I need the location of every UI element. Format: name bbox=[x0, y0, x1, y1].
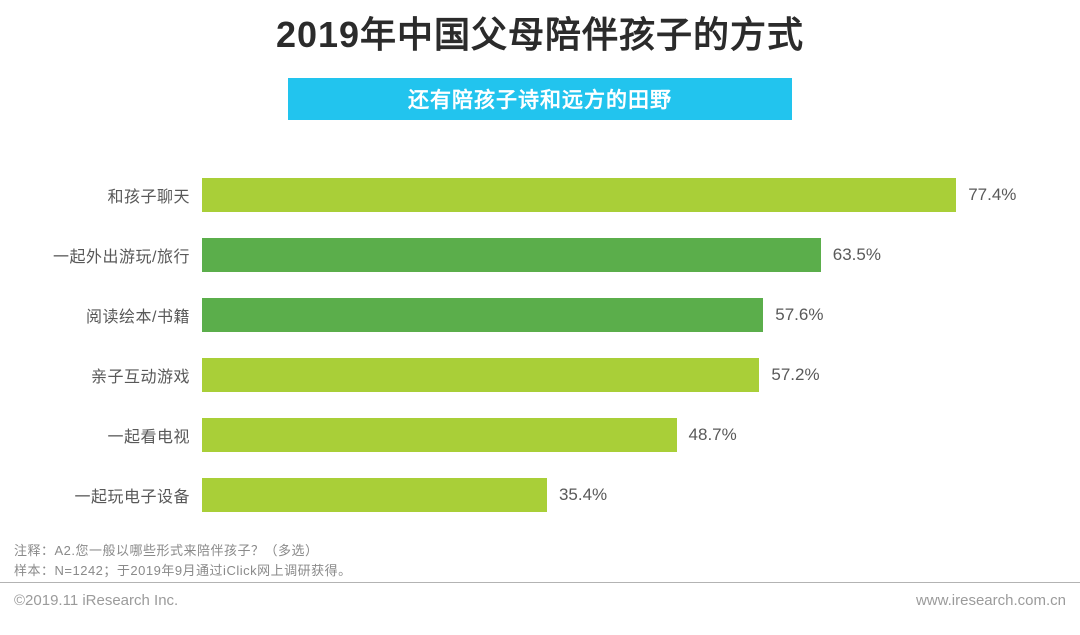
subtitle-banner: 还有陪孩子诗和远方的田野 bbox=[288, 78, 792, 120]
page-title: 2019年中国父母陪伴孩子的方式 bbox=[275, 14, 805, 55]
bar-row: 亲子互动游戏 57.2% bbox=[0, 358, 1080, 392]
bar-track: 77.4% bbox=[202, 178, 1040, 212]
bar-row: 和孩子聊天 77.4% bbox=[0, 178, 1080, 212]
bar bbox=[202, 178, 957, 212]
bar-chart: 和孩子聊天 77.4% 一起外出游玩/旅行 63.5% 阅读绘本/书籍 57.6% 亲子互动… bbox=[0, 178, 1080, 512]
bar bbox=[202, 298, 764, 332]
category-label: 亲子互动游戏 bbox=[90, 369, 190, 386]
value-label: 35.4% bbox=[558, 485, 608, 504]
category-label: 和孩子聊天 bbox=[107, 189, 190, 206]
subtitle-text: 还有陪孩子诗和远方的田野 bbox=[408, 89, 672, 112]
footer-divider bbox=[0, 582, 1080, 583]
bar bbox=[202, 478, 547, 512]
bar-row: 一起外出游玩/旅行 63.5% bbox=[0, 238, 1080, 272]
value-label: 57.2% bbox=[771, 365, 820, 384]
copyright-text: ©2019.11 iResearch Inc. bbox=[14, 592, 179, 609]
bar-track: 63.5% bbox=[202, 238, 1040, 272]
bar bbox=[202, 238, 821, 272]
bar-track: 35.4% bbox=[202, 478, 1040, 512]
value-label: 57.6% bbox=[775, 305, 824, 324]
note-sample: 样本：N=1242；于2019年9月通过iClick网上调研获得。 bbox=[14, 563, 352, 578]
bar-row: 一起看电视 48.7% bbox=[0, 418, 1080, 452]
website-url: www.iresearch.com.cn bbox=[915, 592, 1066, 609]
bar-track: 57.2% bbox=[202, 358, 1040, 392]
value-label: 77.4% bbox=[968, 185, 1017, 204]
bar-row: 一起玩电子设备 35.4% bbox=[0, 478, 1080, 512]
chart-notes: 注释：A2.您一般以哪些形式来陪伴孩子？（多选） 样本：N=1242；于2019… bbox=[0, 541, 1080, 581]
category-label: 阅读绘本/书籍 bbox=[86, 309, 190, 326]
category-label: 一起外出游玩/旅行 bbox=[53, 249, 190, 266]
bar-rows: 和孩子聊天 77.4% 一起外出游玩/旅行 63.5% 阅读绘本/书籍 57.6% 亲子互动… bbox=[0, 178, 1080, 512]
value-label: 63.5% bbox=[832, 245, 881, 264]
category-label: 一起玩电子设备 bbox=[74, 489, 190, 506]
bar bbox=[202, 418, 677, 452]
note-question: 注释：A2.您一般以哪些形式来陪伴孩子？（多选） bbox=[14, 543, 319, 558]
bar bbox=[202, 358, 760, 392]
value-label: 48.7% bbox=[688, 425, 737, 444]
category-label: 一起看电视 bbox=[107, 429, 190, 446]
footer: ©2019.11 iResearch Inc. www.iresearch.co… bbox=[0, 583, 1080, 609]
bar-track: 48.7% bbox=[202, 418, 1040, 452]
bar-row: 阅读绘本/书籍 57.6% bbox=[0, 298, 1080, 332]
bar-track: 57.6% bbox=[202, 298, 1040, 332]
